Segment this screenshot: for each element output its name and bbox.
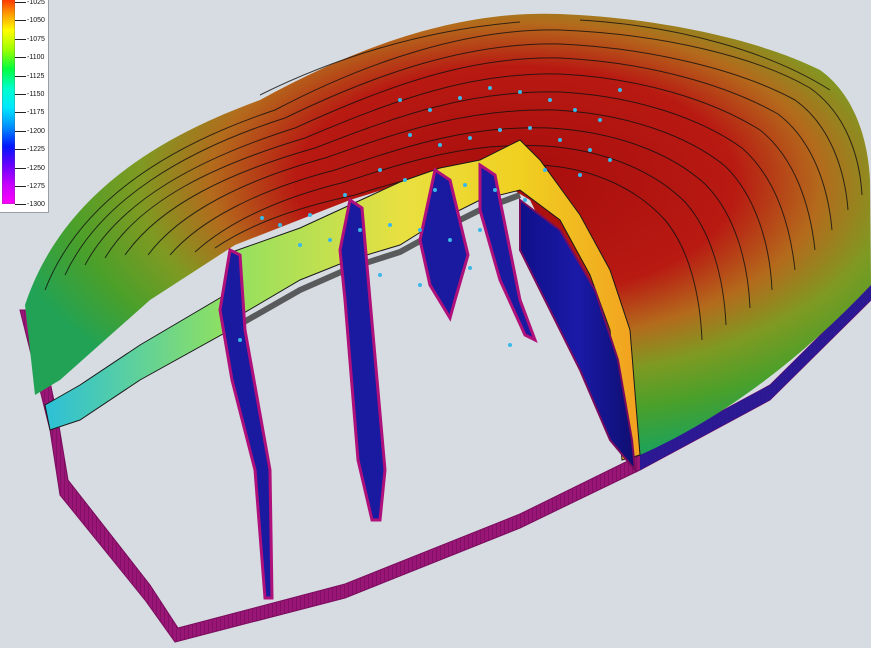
legend-tick-mark xyxy=(15,204,26,205)
legend-tick-mark xyxy=(15,186,26,187)
legend-tick-mark xyxy=(15,2,26,3)
legend-tick-mark xyxy=(15,39,26,40)
legend-tick-mark xyxy=(15,57,26,58)
legend-tick-label: -1175 xyxy=(27,109,44,116)
legend-tick-label: -1125 xyxy=(27,73,44,80)
legend-tick-mark xyxy=(15,168,26,169)
legend-tick-mark xyxy=(15,149,26,150)
legend-tick-label: -1100 xyxy=(27,54,44,61)
legend-tick-mark xyxy=(15,131,26,132)
legend-color-bar xyxy=(2,0,15,204)
legend-tick-label: -1300 xyxy=(27,201,45,208)
depth-color-legend: -1025 -1050 -1075 -1100 -1125 -1150 -1175 -1200… xyxy=(0,0,49,213)
legend-tick-label: -1250 xyxy=(27,165,45,172)
legend-tick-label: -1225 xyxy=(27,146,45,153)
legend-tick-mark xyxy=(15,94,26,95)
legend-tick-label: -1275 xyxy=(27,183,45,190)
legend-tick-mark xyxy=(15,112,26,113)
legend-tick-label: -1050 xyxy=(27,17,45,24)
legend-tick-mark xyxy=(15,20,26,21)
legend-tick-label: -1200 xyxy=(27,128,45,135)
legend-tick-label: -1025 xyxy=(27,0,45,6)
legend-tick-label: -1150 xyxy=(27,91,44,98)
legend-tick-mark xyxy=(15,76,26,77)
legend-tick-label: -1075 xyxy=(27,36,45,43)
